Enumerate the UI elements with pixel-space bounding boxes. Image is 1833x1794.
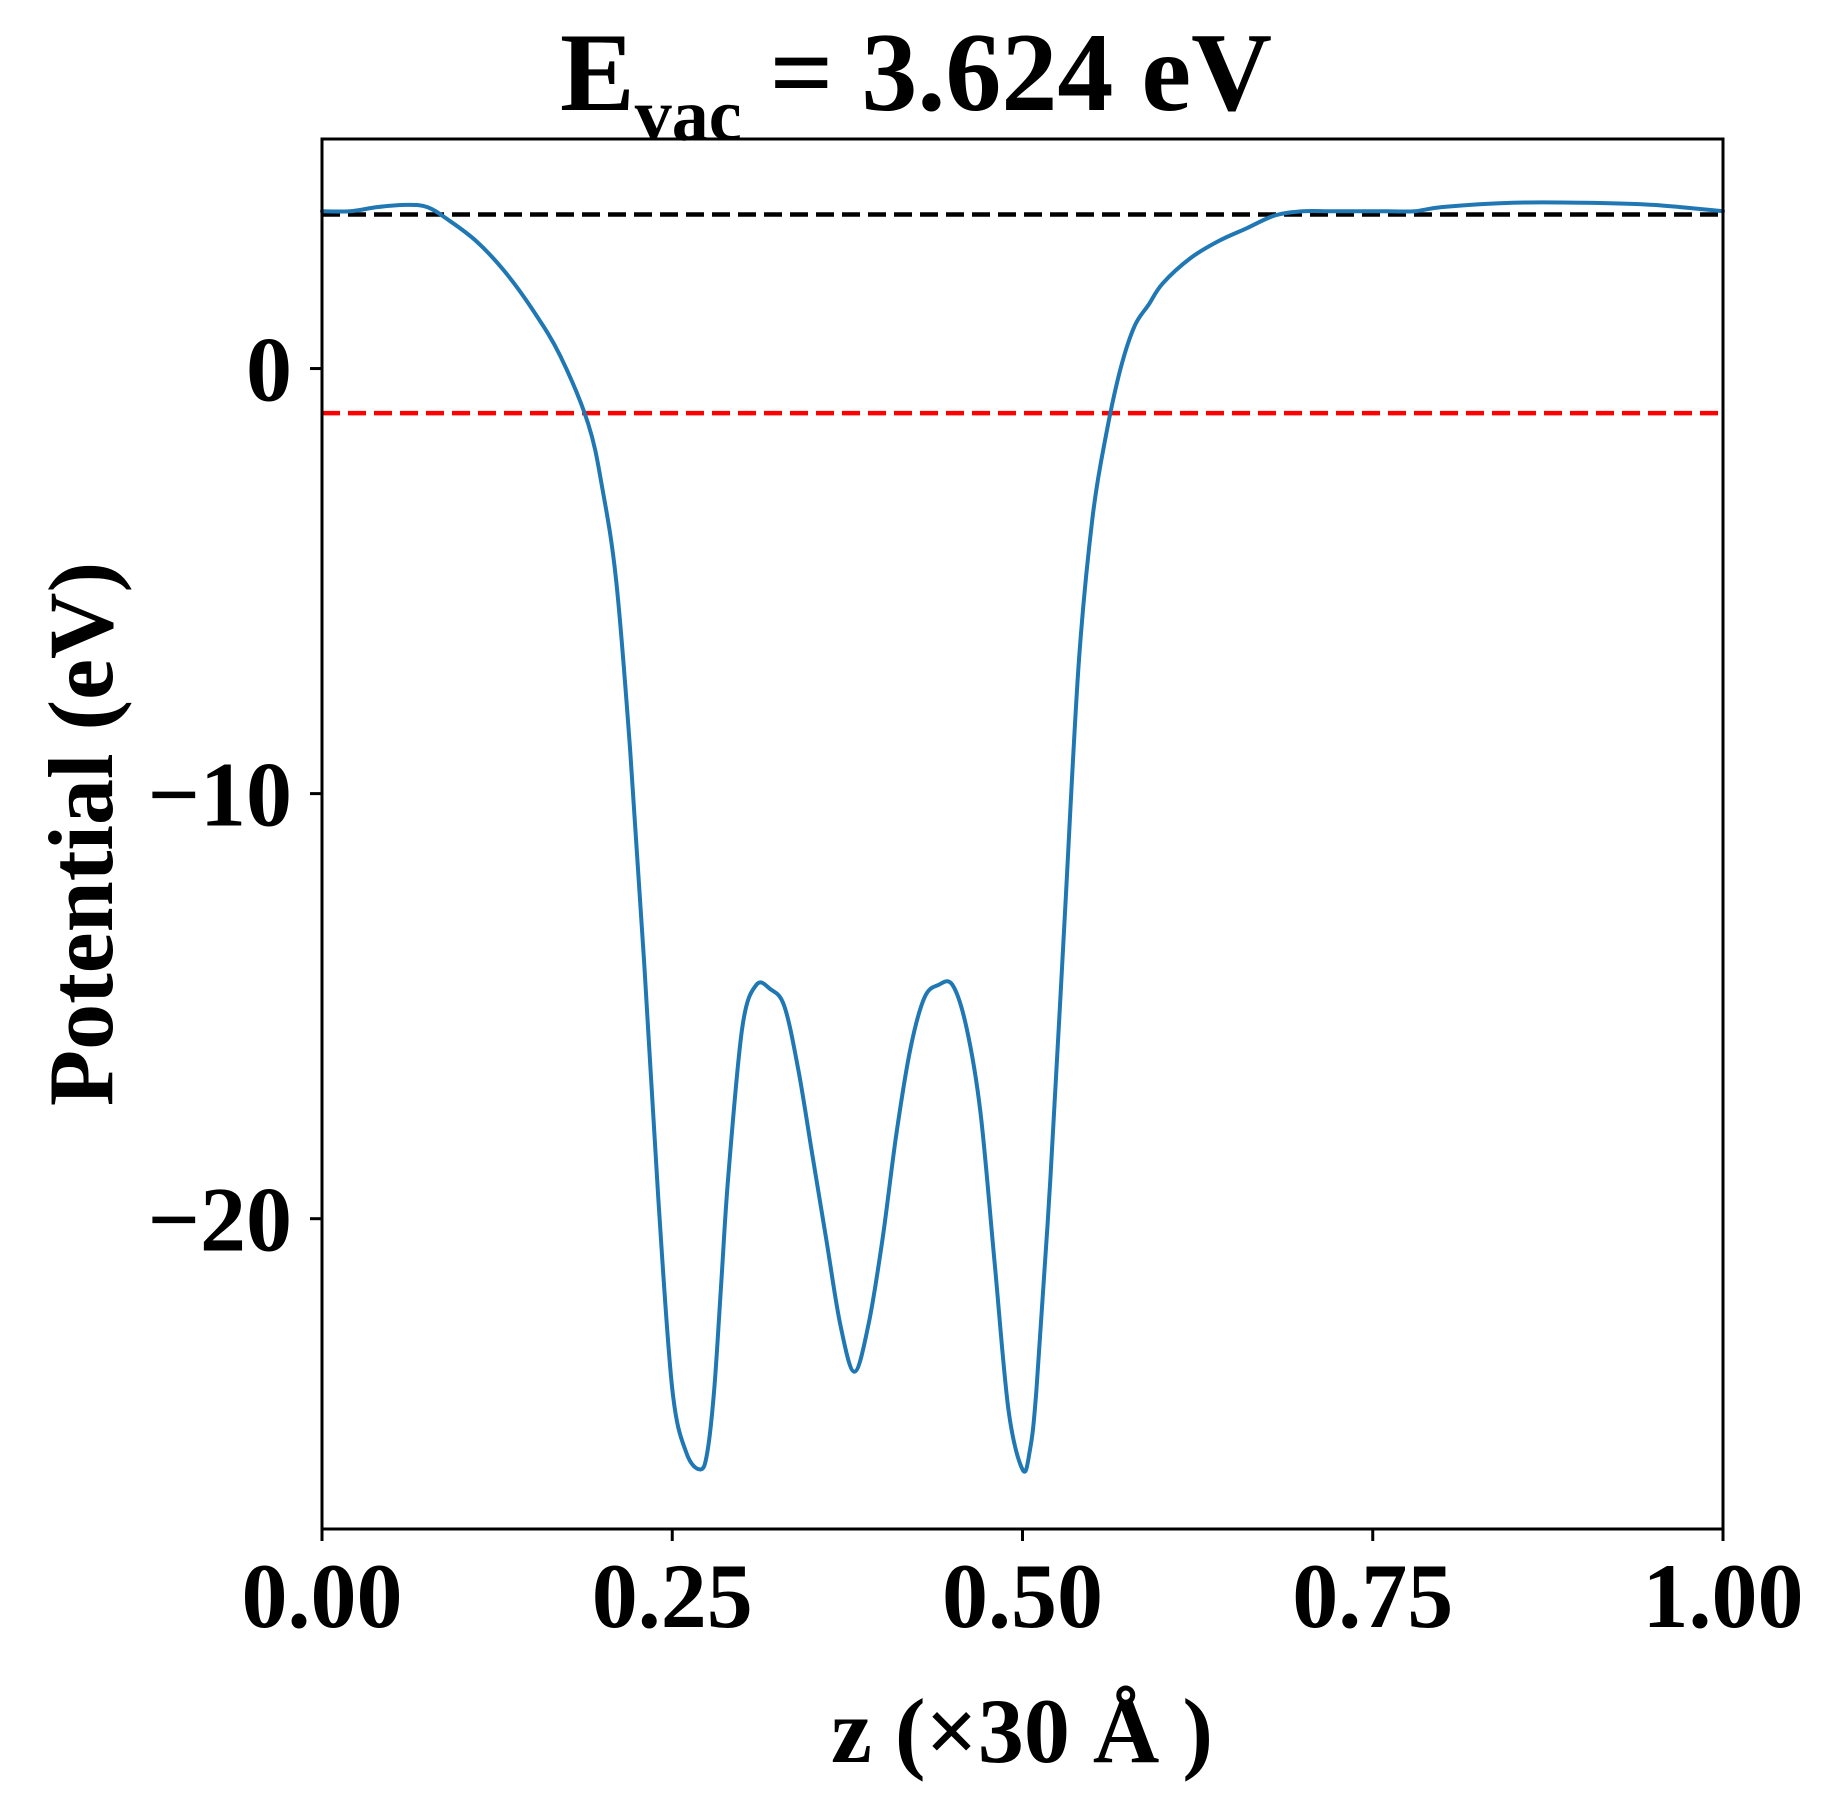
- y-tick-label: −10: [148, 744, 292, 846]
- x-tick-label: 1.00: [1643, 1545, 1804, 1647]
- x-tick-label: 0.50: [942, 1545, 1103, 1647]
- y-axis-ticks: 0 −10 −20: [148, 319, 322, 1271]
- plot-frame: [320, 137, 1725, 1531]
- potential-series-line: [320, 200, 1725, 1474]
- y-axis-label: Potential (eV): [30, 562, 132, 1106]
- y-tick-label: −20: [148, 1169, 292, 1271]
- x-axis-label: z (×30 Å ): [831, 1680, 1213, 1782]
- y-tick-label: 0: [246, 319, 292, 421]
- chart-title-suffix: = 3.624 eV: [742, 11, 1272, 135]
- x-axis-ticks: 0.00 0.25 0.50 0.75 1.00: [242, 1529, 1804, 1647]
- x-tick-label: 0.75: [1292, 1545, 1453, 1647]
- x-tick-label: 0.25: [592, 1545, 753, 1647]
- chart-title-prefix: E: [560, 11, 635, 135]
- chart-title-subscript: vac: [635, 75, 742, 157]
- series-layer: [320, 200, 1725, 1474]
- reference-lines: [322, 212, 1723, 416]
- x-tick-label: 0.00: [242, 1545, 403, 1647]
- chart-title: Evac = 3.624 eV: [560, 11, 1272, 157]
